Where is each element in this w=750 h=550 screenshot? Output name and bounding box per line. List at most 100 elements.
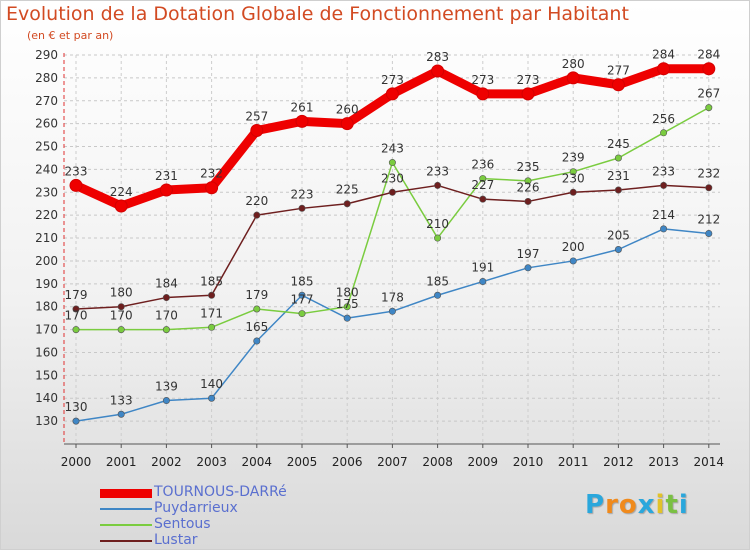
data-label: 233 bbox=[652, 164, 675, 178]
data-label: 185 bbox=[426, 274, 449, 288]
x-tick-label: 2000 bbox=[61, 455, 92, 469]
data-label: 267 bbox=[697, 87, 720, 101]
data-label: 256 bbox=[652, 112, 675, 126]
data-point bbox=[208, 394, 216, 402]
data-label: 210 bbox=[426, 217, 449, 231]
logo-letter: r bbox=[605, 490, 619, 520]
data-point bbox=[343, 314, 351, 322]
data-point bbox=[524, 264, 532, 272]
data-point bbox=[340, 117, 354, 131]
data-point bbox=[434, 291, 442, 299]
data-label: 235 bbox=[517, 160, 540, 174]
data-label: 197 bbox=[517, 247, 540, 261]
data-point bbox=[434, 234, 442, 242]
x-tick-label: 2011 bbox=[558, 455, 589, 469]
data-point bbox=[253, 211, 261, 219]
data-point bbox=[702, 62, 716, 76]
data-point bbox=[298, 204, 306, 212]
data-label: 175 bbox=[336, 297, 359, 311]
data-point bbox=[479, 195, 487, 203]
data-point bbox=[253, 305, 261, 313]
data-label: 178 bbox=[381, 290, 404, 304]
data-label: 170 bbox=[65, 309, 88, 323]
y-tick-label: 200 bbox=[35, 254, 58, 268]
data-label: 283 bbox=[426, 50, 449, 64]
y-tick-label: 290 bbox=[35, 48, 58, 62]
legend-swatch bbox=[100, 508, 152, 510]
y-tick-label: 210 bbox=[35, 231, 58, 245]
data-point bbox=[208, 323, 216, 331]
x-tick-label: 2004 bbox=[242, 455, 273, 469]
x-tick-label: 2003 bbox=[196, 455, 227, 469]
data-label: 260 bbox=[336, 103, 359, 117]
data-label: 185 bbox=[291, 274, 314, 288]
data-point bbox=[72, 305, 80, 313]
data-point bbox=[117, 410, 125, 418]
data-point bbox=[434, 181, 442, 189]
data-label: 177 bbox=[291, 293, 314, 307]
data-label: 226 bbox=[517, 180, 540, 194]
data-label: 185 bbox=[200, 274, 223, 288]
logo-letter: i bbox=[678, 490, 689, 520]
legend-item: Lustar bbox=[100, 532, 360, 549]
data-point bbox=[705, 229, 713, 237]
x-tick-label: 2012 bbox=[603, 455, 634, 469]
data-label: 184 bbox=[155, 277, 178, 291]
data-label: 139 bbox=[155, 380, 178, 394]
data-point bbox=[69, 178, 83, 192]
legend-item: Sentous bbox=[100, 516, 360, 533]
data-label: 261 bbox=[291, 100, 314, 114]
data-point bbox=[250, 124, 264, 138]
legend-label: Puydarrieux bbox=[154, 500, 238, 516]
y-tick-label: 270 bbox=[35, 94, 58, 108]
data-point bbox=[343, 200, 351, 208]
legend-label: Lustar bbox=[154, 532, 198, 548]
data-point bbox=[705, 104, 713, 112]
x-tick-label: 2008 bbox=[422, 455, 453, 469]
data-point bbox=[117, 326, 125, 334]
data-point bbox=[343, 303, 351, 311]
data-label: 165 bbox=[245, 320, 268, 334]
data-label: 180 bbox=[336, 286, 359, 300]
data-label: 284 bbox=[697, 48, 720, 62]
data-label: 273 bbox=[381, 73, 404, 87]
data-label: 205 bbox=[607, 229, 630, 243]
data-point bbox=[295, 114, 309, 128]
data-label: 236 bbox=[471, 158, 494, 172]
data-point bbox=[569, 188, 577, 196]
data-label: 191 bbox=[471, 261, 494, 275]
data-label: 180 bbox=[110, 286, 133, 300]
data-label: 273 bbox=[517, 73, 540, 87]
data-point bbox=[569, 257, 577, 265]
data-label: 171 bbox=[200, 306, 223, 320]
y-tick-label: 220 bbox=[35, 208, 58, 222]
data-point bbox=[72, 417, 80, 425]
data-label: 277 bbox=[607, 64, 630, 78]
data-label: 233 bbox=[65, 164, 88, 178]
data-point bbox=[385, 87, 399, 101]
x-tick-label: 2006 bbox=[332, 455, 363, 469]
legend: TOURNOUS-DARRé Puydarrieux Sentous Lustar bbox=[100, 484, 360, 549]
x-tick-label: 2001 bbox=[106, 455, 137, 469]
data-label: 231 bbox=[607, 169, 630, 183]
data-label: 179 bbox=[245, 288, 268, 302]
y-tick-label: 280 bbox=[35, 71, 58, 85]
data-point bbox=[298, 310, 306, 318]
data-point bbox=[614, 186, 622, 194]
y-tick-label: 180 bbox=[35, 300, 58, 314]
logo-letter: o bbox=[618, 490, 638, 520]
data-point bbox=[117, 303, 125, 311]
data-point bbox=[524, 177, 532, 185]
data-label: 170 bbox=[110, 309, 133, 323]
data-point bbox=[388, 159, 396, 167]
data-point bbox=[388, 307, 396, 315]
data-point bbox=[208, 291, 216, 299]
data-label: 284 bbox=[652, 48, 675, 62]
y-tick-label: 190 bbox=[35, 277, 58, 291]
data-point bbox=[159, 183, 173, 197]
legend-swatch bbox=[100, 540, 152, 542]
y-tick-label: 260 bbox=[35, 117, 58, 131]
x-tick-label: 2013 bbox=[648, 455, 679, 469]
